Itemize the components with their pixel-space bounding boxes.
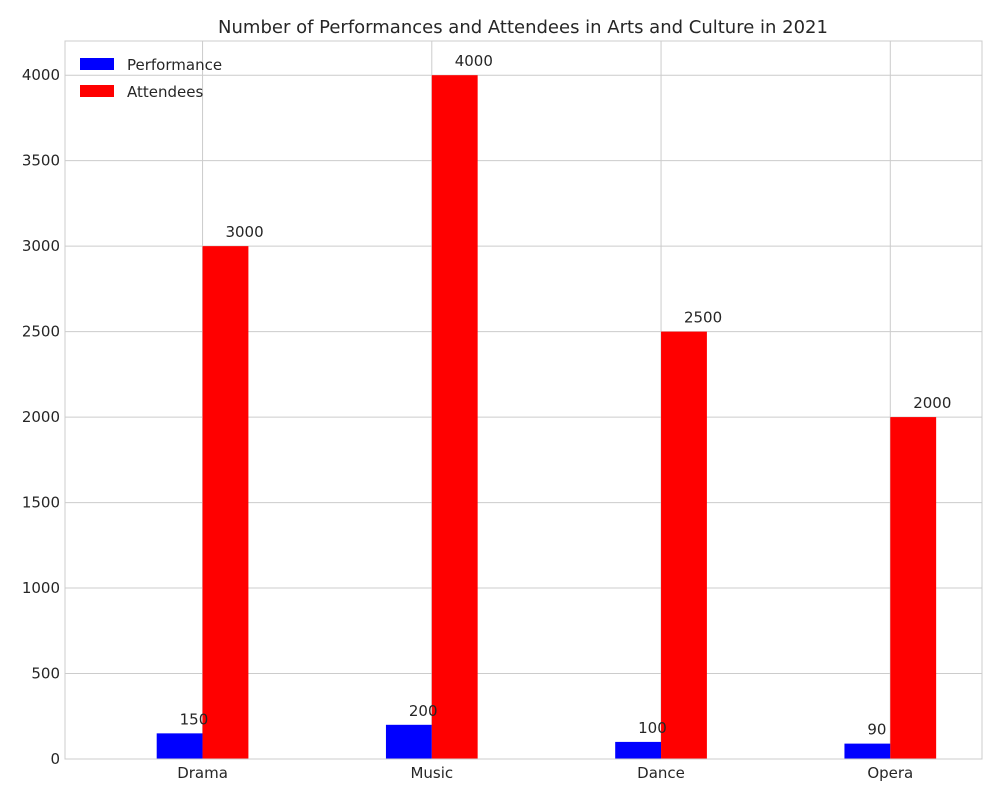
- x-tick-label: Opera: [867, 764, 913, 782]
- bar-attendees: [661, 331, 707, 759]
- tick-labels: 0 500 1000 1500 2000 2500 3000 3500 4000 Drama Mus…: [22, 66, 913, 782]
- data-label: 150: [180, 710, 209, 728]
- data-label: 90: [867, 721, 886, 739]
- legend-label-performance: Performance: [127, 56, 222, 74]
- bar-attendees: [890, 417, 937, 759]
- y-tick-label: 3500: [22, 152, 60, 170]
- bar-attendees: [202, 246, 249, 760]
- x-tick-label: Music: [410, 764, 453, 782]
- y-tick-label: 500: [31, 665, 60, 683]
- x-tick-label: Dance: [637, 764, 685, 782]
- data-label: 100: [638, 719, 667, 737]
- legend: Performance Attendees: [80, 56, 222, 101]
- bar-attendees: [431, 75, 478, 759]
- legend-swatch-performance: [80, 58, 114, 70]
- plot-frame: [64, 40, 983, 760]
- y-tick-label: 4000: [22, 66, 60, 84]
- x-tick-label: Drama: [177, 764, 228, 782]
- bar-performance: [844, 743, 891, 759]
- data-label: 4000: [455, 52, 493, 70]
- y-tick-label: 1500: [22, 494, 60, 512]
- y-tick-label: 2000: [22, 408, 60, 426]
- y-tick-label: 2500: [22, 323, 60, 341]
- bar-performance: [385, 724, 432, 759]
- chart-title: Number of Performances and Attendees in …: [218, 17, 828, 38]
- y-tick-label: 1000: [22, 579, 60, 597]
- legend-swatch-attendees: [80, 85, 114, 97]
- data-label: 2000: [913, 394, 951, 412]
- data-label: 3000: [225, 223, 263, 241]
- y-tick-label: 0: [50, 750, 60, 768]
- y-tick-label: 3000: [22, 237, 60, 255]
- bars: [156, 75, 937, 760]
- data-label: 2500: [684, 309, 722, 327]
- data-labels: 150 200 100 90 3000 4000 2500 2000: [180, 52, 952, 738]
- bar-performance: [615, 741, 662, 759]
- bar-performance: [156, 733, 203, 759]
- data-label: 200: [409, 702, 438, 720]
- legend-label-attendees: Attendees: [127, 83, 203, 101]
